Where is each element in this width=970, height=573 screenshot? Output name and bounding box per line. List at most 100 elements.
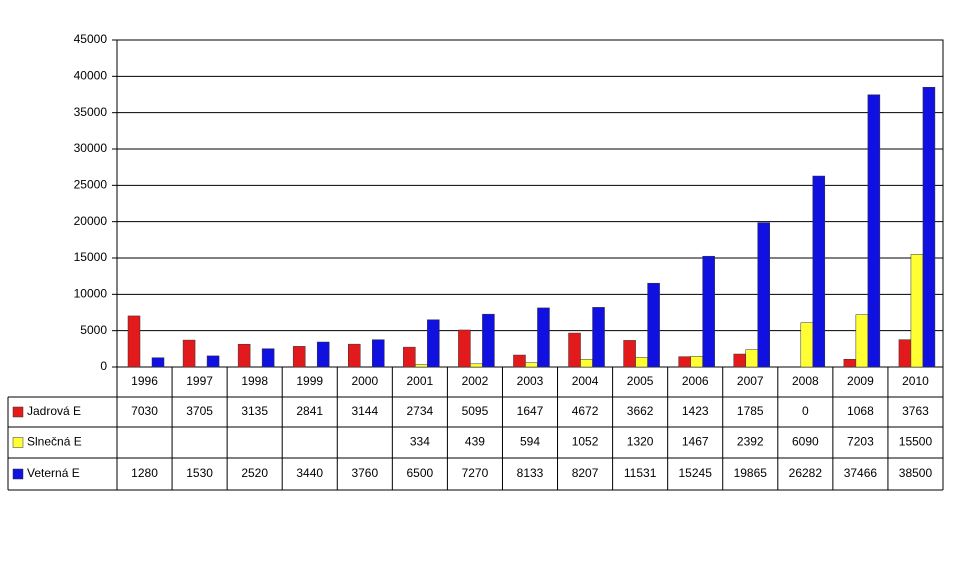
table-cell: 439 (465, 435, 485, 449)
table-cell: 1068 (847, 404, 874, 418)
bar (261, 348, 275, 368)
table-cell: 1467 (682, 435, 709, 449)
table-cell: 11531 (624, 466, 657, 480)
table-cell: 0 (802, 404, 809, 418)
x-tick-label: 1997 (186, 374, 213, 388)
bar (580, 359, 593, 368)
table-cell: 1280 (131, 466, 158, 480)
y-tick-label: 35000 (74, 105, 108, 119)
table-cell: 5095 (462, 404, 489, 418)
x-tick-label: 2007 (737, 374, 764, 388)
table-cell: 1423 (682, 404, 709, 418)
table-cell: 3440 (296, 466, 323, 480)
legend-label: Veterná E (27, 466, 80, 480)
table-cell: 1530 (186, 466, 213, 480)
x-tick-label: 2009 (847, 374, 874, 388)
table-cell: 2392 (737, 435, 764, 449)
bar (403, 346, 416, 368)
y-tick-label: 25000 (74, 178, 108, 192)
table-cell: 8133 (517, 466, 544, 480)
legend-label: Slnečná E (27, 435, 82, 449)
x-tick-label: 1996 (131, 374, 158, 388)
table-cell: 8207 (572, 466, 599, 480)
y-tick-label: 40000 (74, 69, 108, 83)
bar (647, 282, 660, 368)
bar (922, 86, 936, 368)
table-cell: 1320 (627, 435, 654, 449)
table-cell: 2734 (407, 404, 434, 418)
table-cell: 15245 (679, 466, 713, 480)
legend-swatch (12, 468, 24, 480)
table-cell: 26282 (789, 466, 823, 480)
bar (867, 94, 881, 368)
table-cell: 7030 (131, 404, 158, 418)
table-cell: 334 (410, 435, 430, 449)
x-tick-label: 2010 (902, 374, 929, 388)
table-cell: 19865 (734, 466, 768, 480)
table-cell: 7270 (462, 466, 489, 480)
legend-swatch (12, 406, 24, 418)
bar (525, 362, 538, 368)
bar (898, 339, 912, 368)
x-tick-label: 2006 (682, 374, 709, 388)
table-cell: 3705 (186, 404, 213, 418)
bar (427, 319, 440, 368)
table-cell: 594 (520, 435, 540, 449)
table-cell: 7203 (847, 435, 874, 449)
bar (458, 329, 471, 368)
bar (855, 314, 869, 368)
bar (415, 364, 428, 368)
table-cell: 2841 (296, 404, 323, 418)
x-tick-label: 2001 (407, 374, 434, 388)
bar (812, 175, 826, 368)
y-tick-label: 15000 (74, 250, 108, 264)
bar (316, 341, 330, 368)
table-cell: 1647 (517, 404, 544, 418)
bar (800, 322, 814, 368)
table-cell: 38500 (899, 466, 933, 480)
bar (745, 349, 758, 368)
x-tick-label: 2000 (351, 374, 378, 388)
x-tick-label: 2005 (627, 374, 654, 388)
table-cell: 1052 (572, 435, 599, 449)
table-cell: 15500 (899, 435, 933, 449)
y-tick-label: 10000 (74, 287, 108, 301)
bar (237, 343, 251, 368)
bar (127, 315, 141, 368)
bar (635, 357, 648, 368)
bar (537, 307, 550, 368)
y-tick-label: 30000 (74, 141, 108, 155)
table-cell: 4672 (572, 404, 599, 418)
table-cell: 6500 (407, 466, 434, 480)
bar (843, 358, 857, 368)
table-cell: 3760 (351, 466, 378, 480)
legend-label: Jadrová E (27, 404, 81, 418)
bar (910, 254, 924, 368)
y-tick-label: 5000 (80, 323, 107, 337)
bar (757, 222, 770, 368)
legend-swatch (12, 437, 24, 448)
bar (678, 356, 691, 368)
bar (182, 339, 196, 368)
bar (151, 357, 165, 368)
x-tick-label: 2008 (792, 374, 819, 388)
bar (623, 340, 636, 368)
y-tick-label: 20000 (74, 214, 108, 228)
bar (733, 353, 746, 368)
table-cell: 1785 (737, 404, 764, 418)
table-cell: 3662 (627, 404, 654, 418)
bar (470, 363, 483, 368)
y-tick-label: 45000 (74, 32, 108, 46)
x-tick-label: 2002 (462, 374, 489, 388)
bar (372, 339, 385, 368)
table-cell: 3144 (351, 404, 378, 418)
x-tick-label: 2004 (572, 374, 599, 388)
bar (592, 307, 605, 368)
bar (206, 355, 220, 368)
table-cell: 6090 (792, 435, 819, 449)
x-tick-label: 1998 (241, 374, 268, 388)
bar (702, 255, 715, 368)
y-tick-label: 0 (100, 359, 107, 373)
bar (292, 346, 306, 368)
